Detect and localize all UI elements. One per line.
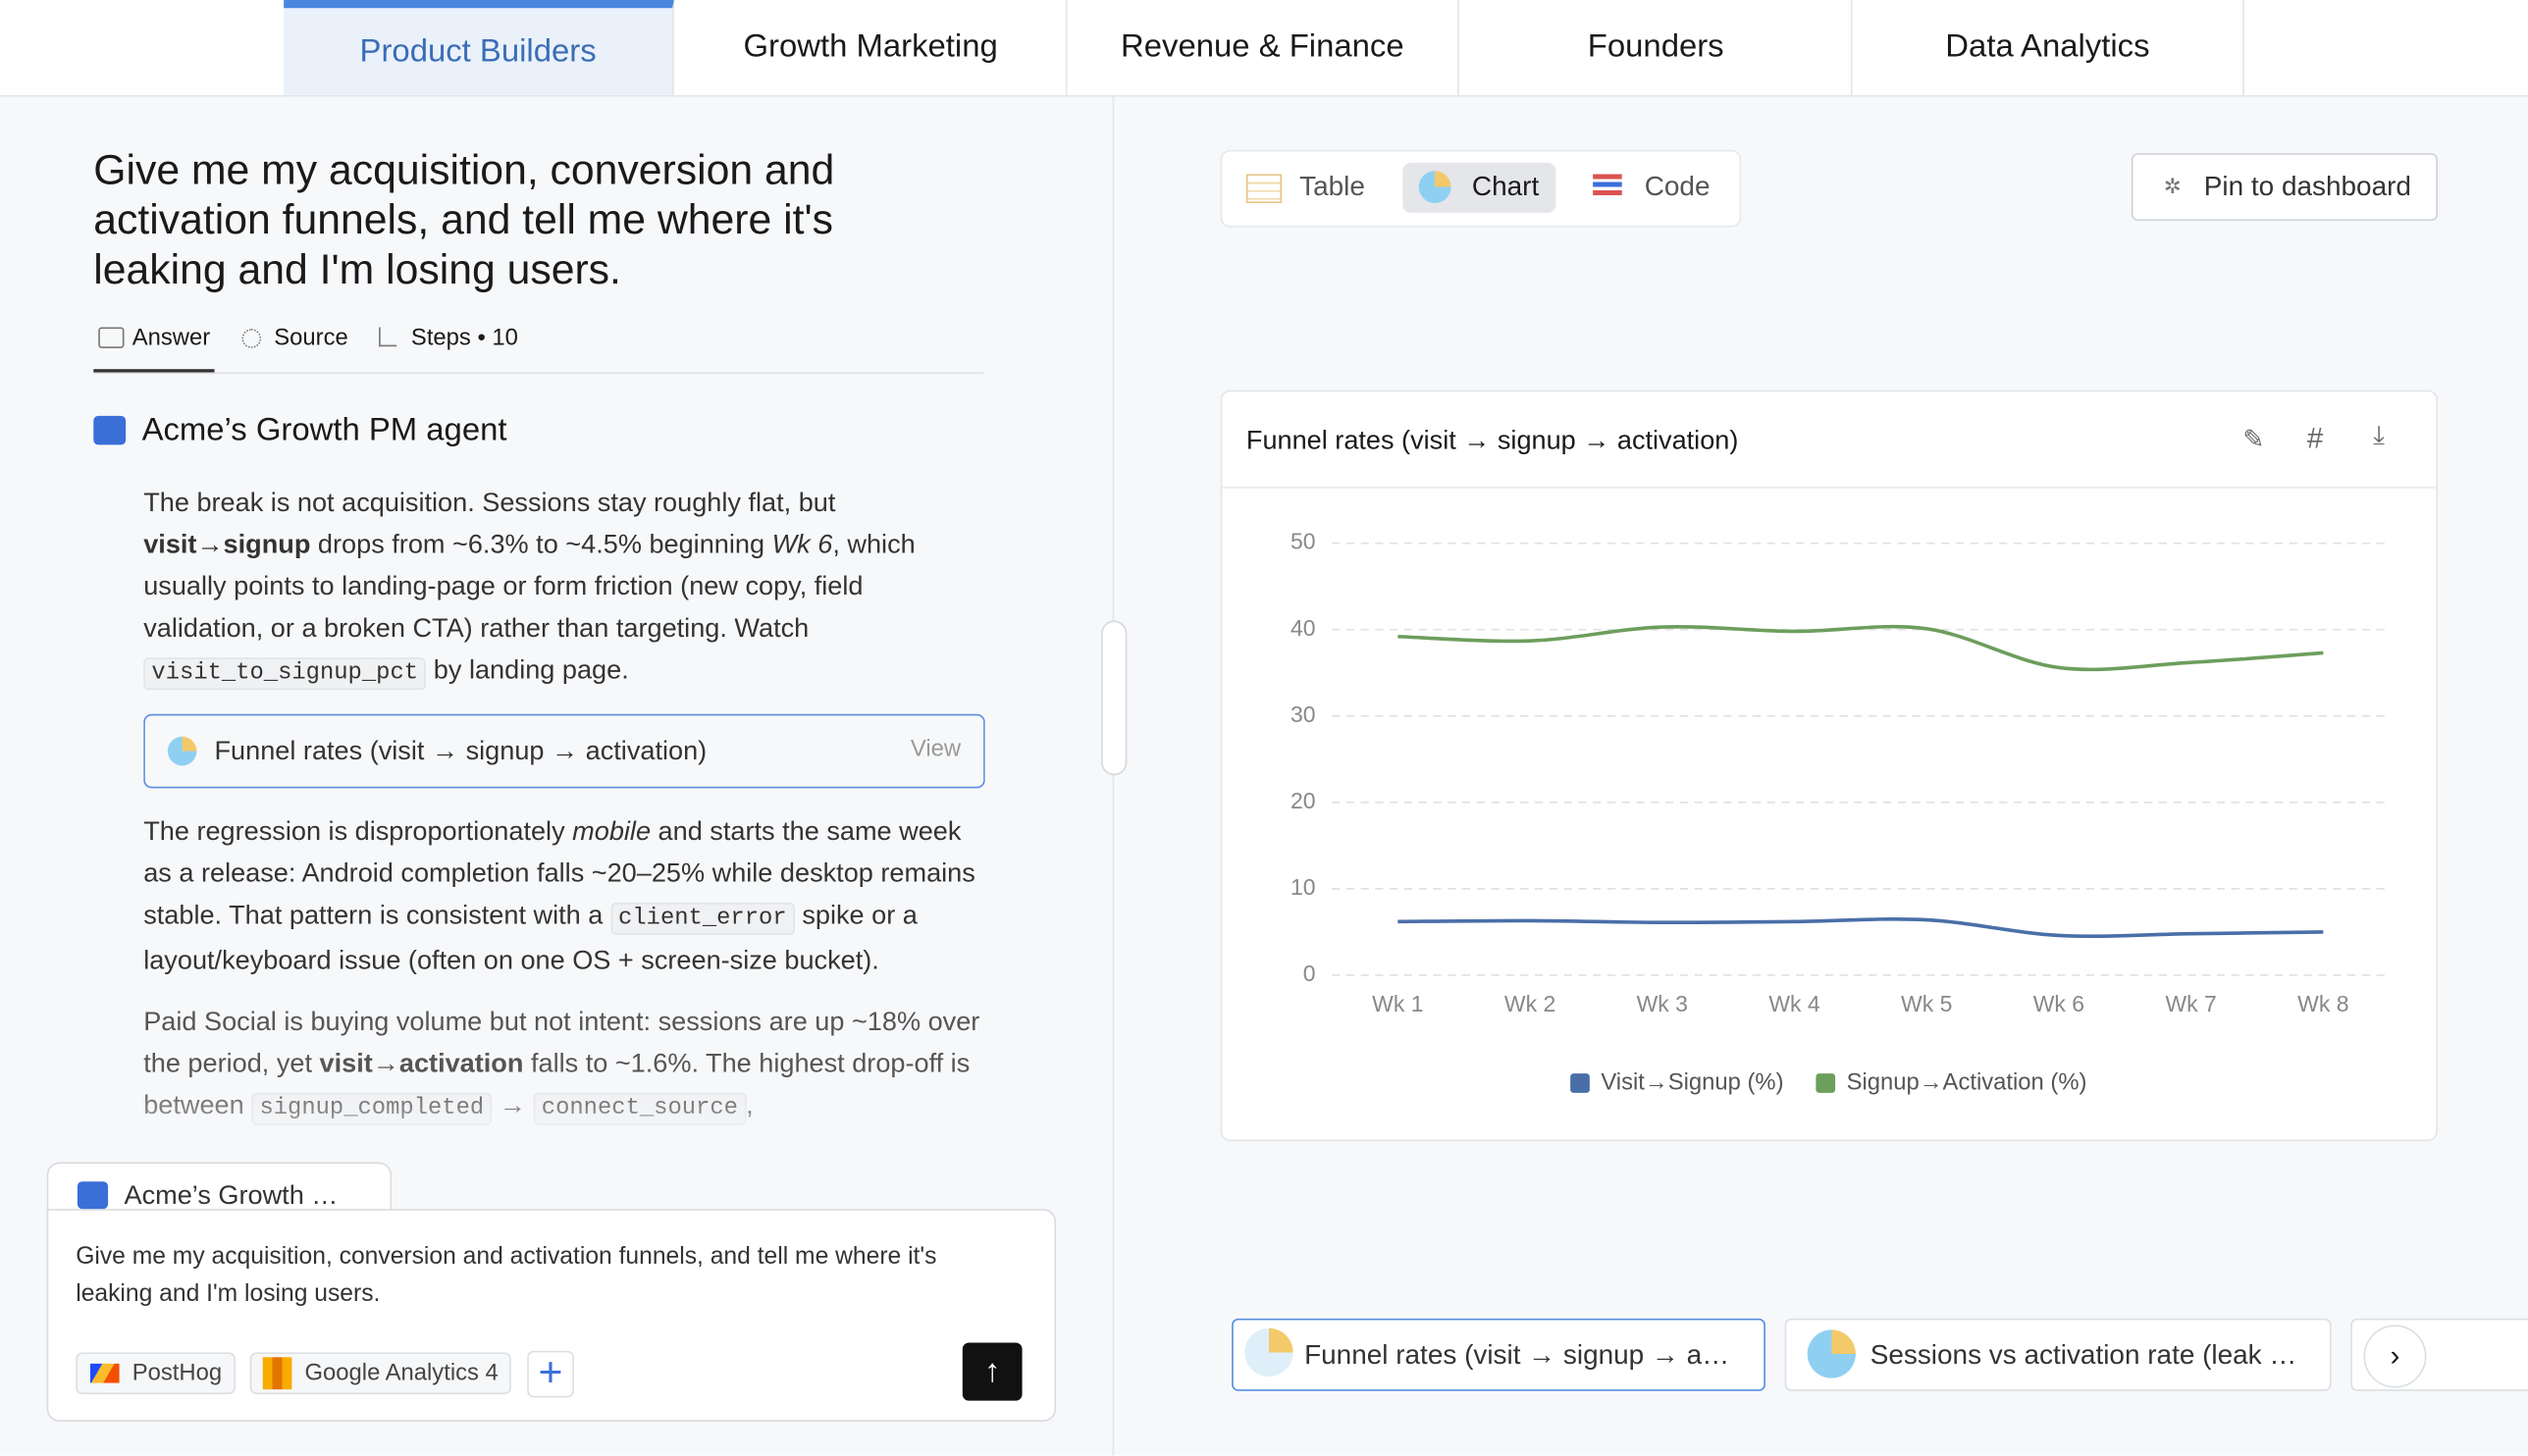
legend-label: Visit→Signup (%) [1601,1068,1783,1095]
tab[interactable]: Data Analytics [1852,0,2244,95]
y-tick-label: 10 [1290,874,1316,900]
text: The break is not acquisition. Sessions s… [143,488,836,518]
x-tick-label: Wk 1 [1372,991,1423,1016]
chart-icon [1418,171,1451,203]
fade [143,1079,985,1161]
chart-tab-title: Funnel rates (visit → signup → a… [1304,1339,1730,1371]
tab[interactable]: Revenue & Finance [1067,0,1459,95]
x-tick-label: Wk 4 [1768,991,1820,1016]
question: Give me my acquisition, conversion and a… [93,144,835,293]
view-button[interactable]: View [910,736,962,763]
y-tick-label: 40 [1290,615,1316,641]
code: visit_to_signup_pct [143,657,427,691]
x-tick-label: Wk 5 [1901,991,1952,1016]
text: visit→signup [143,530,311,560]
answer-tab[interactable]: Answer [132,325,211,352]
text: mobile [572,816,652,847]
download-icon[interactable]: ⤓ [2373,422,2385,450]
y-tick-label: 20 [1290,788,1316,813]
text: spike or a layout/keyboard issue (often … [143,901,918,975]
tab[interactable]: Growth Marketing [675,0,1068,95]
x-tick-label: Wk 8 [2297,991,2348,1016]
text: visit→activation [319,1049,524,1079]
paragraph: The break is not acquisition. Sessions s… [143,482,985,695]
tab[interactable]: Founders [1460,0,1853,95]
text: and starts the same week as a release: A… [143,816,975,930]
agent-icon [93,415,127,445]
view-tab[interactable]: Code [1644,171,1711,202]
agent-name: Acme’s Growth PM agent [141,412,507,448]
series-line [1397,916,2324,939]
send-button[interactable]: ↑ [962,1342,1023,1401]
legend-label: Signup→Activation (%) [1847,1068,2087,1095]
ga-icon [262,1357,292,1390]
pin-label: Pin to dashboard [2203,171,2411,202]
resize-handle[interactable] [1101,620,1128,776]
text: Wk 6 [771,530,833,560]
text: drops from ~6.3% to ~4.5% beginning [310,530,772,560]
text: The regression is disproportionately [143,816,573,847]
paragraph: The regression is disproportionately mob… [143,810,985,981]
chart-link-card[interactable]: Funnel rates (visit → signup → activatio… [143,713,985,789]
divider [1112,96,1115,1456]
y-tick-label: 30 [1290,702,1316,727]
code: client_error [609,902,795,935]
add-source[interactable]: + [527,1350,574,1398]
icon [1244,1327,1293,1377]
posthog-icon [89,1363,120,1383]
composer-agent: Acme’s Growth … [124,1181,339,1211]
icon [167,736,197,766]
edit-icon[interactable]: ✎ [2242,427,2265,455]
card-divider [1222,487,2437,489]
source-chip[interactable]: Google Analytics 4 [249,1352,511,1395]
chart-tab-card[interactable] [1232,1318,1765,1391]
answer-underline [93,323,215,373]
text: by landing page. [426,655,629,686]
chart-title: Funnel rates (visit → signup → activatio… [1246,424,1738,454]
slack-icon[interactable]: # [2306,422,2324,455]
table-icon [1245,174,1283,203]
icon [1807,1329,1856,1378]
composer-text[interactable]: Give me my acquisition, conversion and a… [76,1242,937,1308]
view-tab[interactable]: Chart [1471,171,1540,202]
code-icon [1593,174,1622,199]
source-tab[interactable]: Source [274,325,348,352]
steps-tab[interactable]: Steps • 10 [410,325,518,352]
chart-link-title: Funnel rates (visit → signup → activatio… [214,736,708,766]
text: , which usually points to landing-page o… [143,530,916,644]
series-line [1397,624,2324,672]
agent-icon [77,1181,109,1210]
icon [241,329,262,348]
icon [98,327,125,348]
chart-tab-title: Sessions vs activation rate (leak … [1870,1339,2297,1371]
chart-card: ✎ # ⤓ Funnel rates (visit → signup → act… [1220,390,2438,1142]
legend-swatch [1816,1073,1836,1093]
view-tab[interactable]: Table [1299,171,1365,202]
pin-button[interactable] [2131,153,2438,222]
chart-tab-card[interactable] [1784,1318,2332,1391]
x-tick-label: Wk 7 [2165,991,2216,1016]
chart: Funnel rates (visit → signup → activatio… [1246,424,2389,1095]
x-tick-label: Wk 6 [2033,991,2084,1016]
y-tick-label: 0 [1303,961,1316,986]
icon [379,327,397,347]
text: Paid Social is buying volume but not int… [143,1007,980,1079]
legend-swatch [1570,1073,1590,1093]
y-tick-label: 50 [1290,529,1316,554]
answer-body: The break is not acquisition. Sessions s… [143,482,985,1159]
pin-icon: ✲ [2163,174,2182,199]
x-tick-label: Wk 3 [1637,991,1688,1016]
tab[interactable]: Product Builders [284,0,674,95]
answer-tabs: Answer Source Steps • 10 [93,323,984,375]
next-button[interactable]: › [2363,1325,2427,1388]
x-tick-label: Wk 2 [1504,991,1555,1016]
